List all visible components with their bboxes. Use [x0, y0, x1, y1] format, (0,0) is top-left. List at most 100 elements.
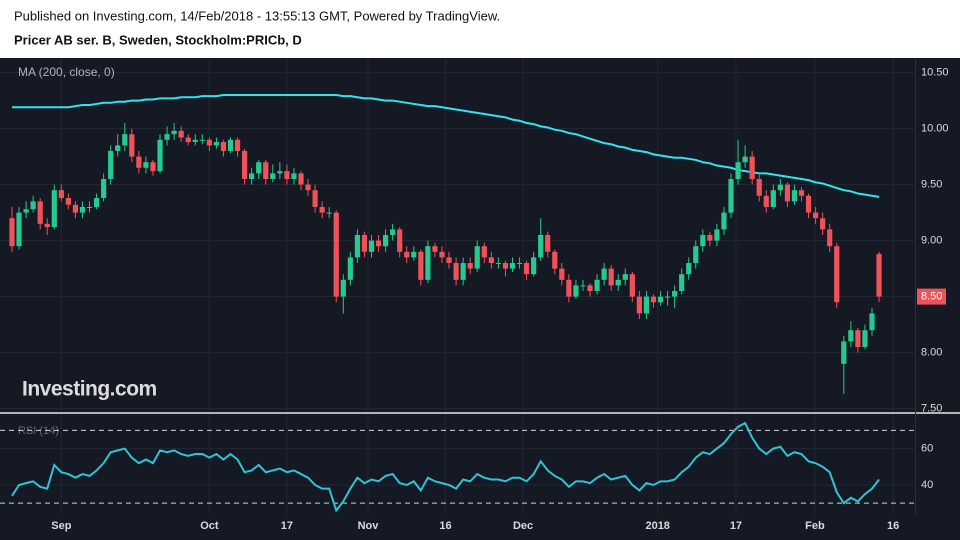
candle-body [587, 285, 593, 292]
candle-body [23, 209, 29, 213]
candle-body [72, 204, 79, 213]
x-tick-label: 2018 [645, 520, 669, 532]
candle-body [756, 178, 762, 196]
x-tick-label: Nov [358, 520, 380, 532]
candle-body [552, 251, 558, 269]
candle-body [270, 173, 276, 179]
published-note: Published on Investing.com, 14/Feb/2018 … [14, 8, 500, 23]
candle-body [411, 251, 417, 258]
candle-body [382, 235, 389, 247]
candle-body [629, 274, 635, 297]
candle-body [220, 142, 227, 151]
candle-body [326, 212, 332, 214]
candle-body [467, 263, 473, 269]
candle-body [16, 212, 22, 247]
candle-body [749, 156, 755, 179]
candle-body [115, 145, 121, 151]
candle-body [453, 263, 459, 280]
x-tick-label: Feb [805, 520, 825, 532]
candle-body [495, 263, 501, 265]
candle-body [361, 235, 368, 252]
series-line [11, 421, 880, 513]
candle-body [679, 274, 685, 292]
candle-body [538, 235, 544, 258]
candle-body [855, 330, 861, 348]
candle-body [531, 257, 537, 275]
y-tick-label: 60 [921, 442, 933, 454]
y-tick-label: 40 [921, 479, 933, 491]
candle-body [9, 218, 15, 247]
candle-body [714, 229, 720, 241]
candle-body [37, 201, 43, 224]
candle-body [312, 190, 318, 207]
candle-body [601, 268, 607, 280]
candle-body [509, 263, 516, 269]
price-tag [917, 288, 946, 305]
candle-body [686, 263, 692, 275]
candle-body [178, 130, 184, 138]
candle-body [256, 162, 262, 174]
candle-body [298, 173, 304, 185]
candle-body [390, 229, 396, 235]
candle-body [657, 296, 664, 303]
candle-body [446, 257, 452, 264]
candle-body [763, 195, 769, 207]
candle-body [643, 296, 650, 314]
candle-body [862, 330, 868, 348]
candle-body [608, 268, 614, 286]
candle-body [136, 156, 142, 168]
candle-body [284, 171, 290, 179]
candle-body [277, 171, 283, 174]
candle-body [615, 279, 621, 286]
candle-body [707, 235, 713, 241]
candle-body [573, 285, 579, 297]
candle-body [51, 190, 57, 228]
candle-body [122, 134, 128, 146]
x-tick-label: Dec [513, 520, 533, 532]
candle-body [234, 139, 241, 151]
candle-body [30, 201, 36, 210]
candle-body [65, 198, 71, 205]
candle-body [375, 240, 382, 247]
candle-body [516, 263, 523, 265]
y-tick-label: 7.50 [921, 403, 942, 415]
candle-body [333, 212, 339, 297]
candle-body [580, 285, 586, 287]
candle-body [86, 206, 93, 208]
candle-body [559, 268, 565, 280]
candle-body [263, 162, 269, 179]
rsi-label: RSI (14) [18, 425, 59, 437]
candle-body [545, 235, 551, 252]
y-tick-label: 9.00 [921, 235, 942, 247]
candle-body [502, 263, 509, 269]
candle-body [143, 162, 149, 168]
candle-body [622, 274, 628, 280]
candle-body [827, 229, 833, 247]
candle-body [798, 190, 805, 196]
candle-body [129, 134, 135, 157]
candle-body [164, 134, 170, 140]
candle-body [693, 246, 699, 264]
candle-body [192, 139, 198, 143]
candle-body [735, 162, 741, 179]
candle-body [728, 178, 734, 213]
candle-body [742, 156, 748, 163]
candle-body [770, 190, 776, 207]
candle-body [199, 139, 205, 141]
candle-body [404, 251, 410, 258]
candle-body [841, 341, 847, 364]
candle-body [44, 223, 50, 228]
candle-body [397, 229, 403, 252]
candle-body [249, 173, 255, 179]
candle-body [93, 198, 100, 207]
candle-body [834, 246, 840, 303]
x-tick-label: 17 [730, 520, 742, 532]
chart-bg [0, 58, 960, 540]
candle-body [594, 279, 600, 292]
x-tick-label: 17 [281, 520, 293, 532]
candle-body [664, 296, 671, 298]
candle-body [319, 206, 325, 213]
candle-body [876, 254, 882, 297]
